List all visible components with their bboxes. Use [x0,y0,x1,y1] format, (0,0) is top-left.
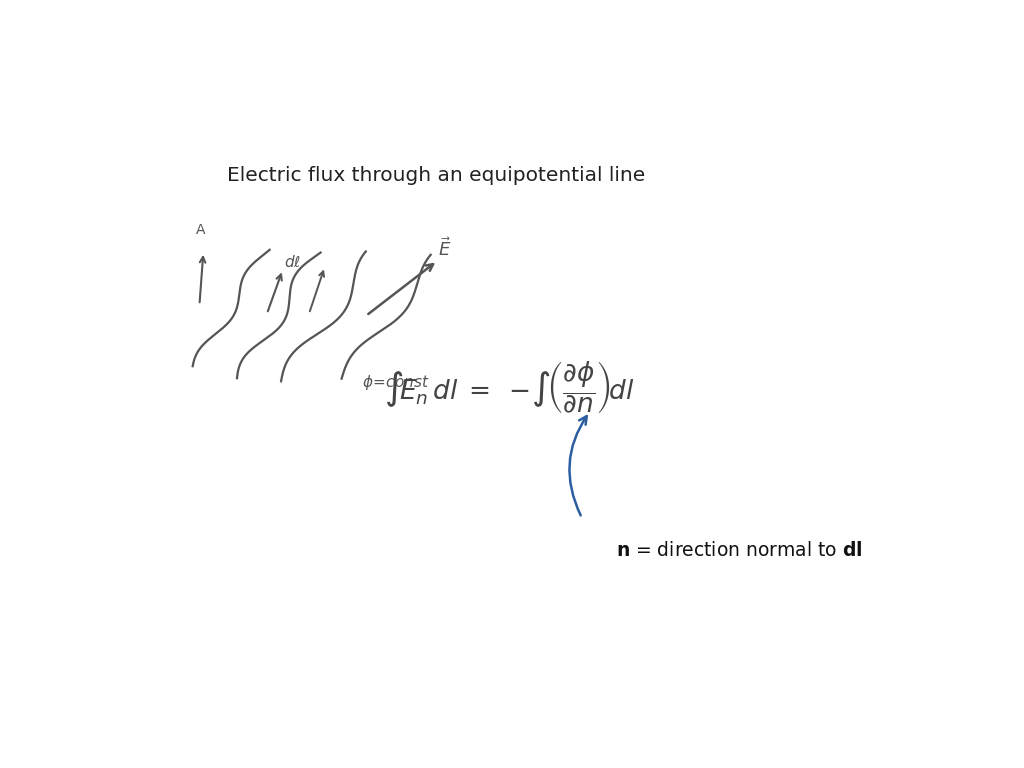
Text: $\int\! E_n\, dl\; =\; -\!\int\!\left(\dfrac{\partial\phi}{\partial n}\right)\!d: $\int\! E_n\, dl\; =\; -\!\int\!\left(\d… [384,359,634,416]
Text: A: A [196,223,205,237]
Text: $\phi\!=\!const$: $\phi\!=\!const$ [362,373,430,392]
Text: Electric flux through an equipotential line: Electric flux through an equipotential l… [227,166,645,185]
Text: $\vec{E}$: $\vec{E}$ [437,237,451,260]
Text: $\mathbf{n}$ = direction normal to $\mathbf{dl}$: $\mathbf{n}$ = direction normal to $\mat… [616,541,862,560]
FancyArrowPatch shape [569,416,587,515]
Text: $d\ell$: $d\ell$ [285,253,301,270]
